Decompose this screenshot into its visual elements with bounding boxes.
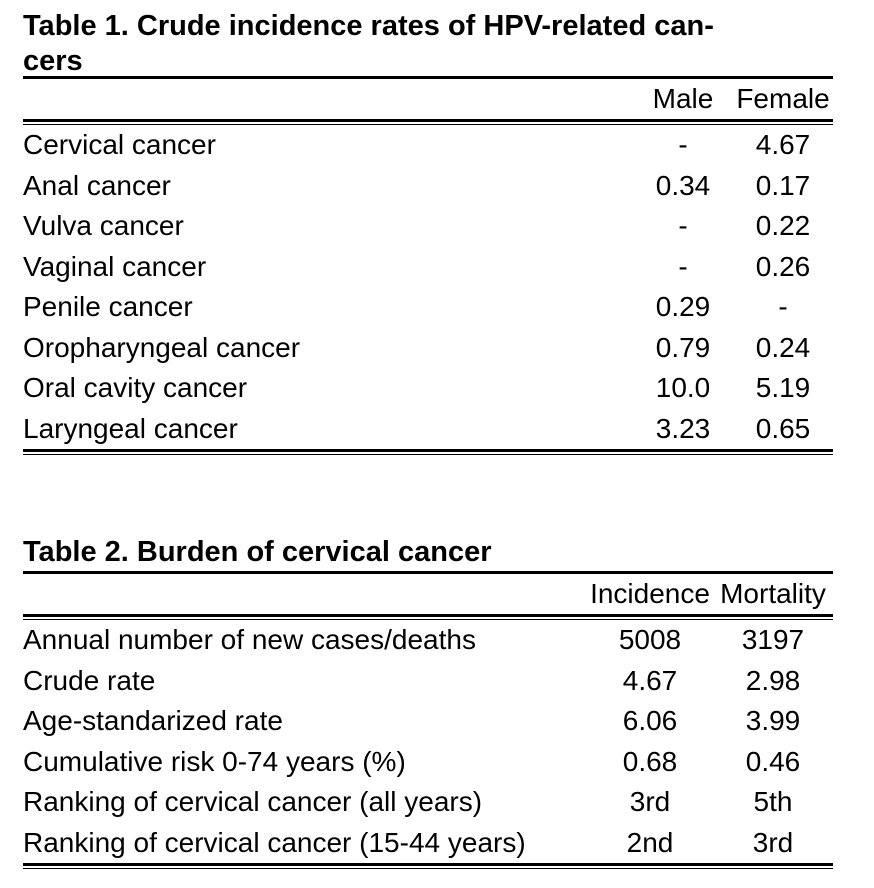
table-row: Oral cavity cancer 10.0 5.19 <box>23 368 833 409</box>
table-1-title-line-2: cers <box>23 45 83 77</box>
table-row: Age-standarized rate 6.06 3.99 <box>23 701 833 742</box>
table-2-title: Table 2. Burden of cervical cancer <box>23 536 492 568</box>
table-row: Oropharyngeal cancer 0.79 0.24 <box>23 328 833 369</box>
table-1-title: Table 1. Crude incidence rates of HPV-re… <box>23 6 833 76</box>
row-value: 5th <box>753 786 793 818</box>
row-label: Anal cancer <box>23 169 171 201</box>
table-1-grid: Male Female <box>23 79 833 119</box>
table-row: Cumulative risk 0-74 years (%) 0.68 0.46 <box>23 742 833 783</box>
table-row: Laryngeal cancer 3.23 0.65 <box>23 409 833 450</box>
row-value: 5008 <box>618 624 682 656</box>
row-label: Ranking of cervical cancer (15-44 years) <box>23 826 526 858</box>
table-2-bottom-rule <box>23 863 833 869</box>
row-label: Age-standarized rate <box>23 705 283 737</box>
row-value: 0.24 <box>755 331 811 363</box>
table-2-header-mortality: Mortality <box>720 578 826 609</box>
row-value: 0.34 <box>655 169 711 201</box>
table-row: Vulva cancer - 0.22 <box>23 206 833 247</box>
table-2-header-incidence: Incidence <box>590 578 710 609</box>
row-label: Annual number of new cases/deaths <box>23 624 476 656</box>
table-1-header-female: Female <box>736 83 830 114</box>
table-row: Ranking of cervical cancer (all years) 3r… <box>23 782 833 823</box>
row-label: Vaginal cancer <box>23 250 207 282</box>
row-value: 6.06 <box>622 705 678 737</box>
row-value: 0.17 <box>755 169 811 201</box>
table-2-grid: Incidence Mortality <box>23 574 833 614</box>
table-1-header-male: Male <box>652 83 714 114</box>
table-1-title-line-1: Table 1. Crude incidence rates of HPV-re… <box>23 10 714 42</box>
row-value: 3197 <box>741 624 805 656</box>
table-1-header-row: Male Female <box>23 79 833 119</box>
table-1-body: Cervical cancer - 4.67 Anal cancer 0.34 0.17 V… <box>23 125 833 449</box>
table-1: Table 1. Crude incidence rates of HPV-re… <box>23 6 833 455</box>
table-1-top-rule <box>23 76 833 79</box>
table-row: Annual number of new cases/deaths 5008 319… <box>23 620 833 661</box>
table-2-header-rule <box>23 614 833 620</box>
row-value: 0.79 <box>655 331 711 363</box>
row-value: 3rd <box>629 786 671 818</box>
row-label: Crude rate <box>23 664 156 696</box>
row-label: Penile cancer <box>23 291 193 323</box>
table-1-bottom-rule <box>23 449 833 455</box>
row-value: 0.26 <box>755 250 811 282</box>
table-row: Anal cancer 0.34 0.17 <box>23 166 833 207</box>
row-value: 4.67 <box>755 129 811 161</box>
row-label: Laryngeal cancer <box>23 412 238 444</box>
row-value: 2.98 <box>745 664 801 696</box>
row-value: 2nd <box>626 826 674 858</box>
table-row: Vaginal cancer - 0.26 <box>23 247 833 288</box>
row-value: - <box>678 250 688 282</box>
table-1-header-rule <box>23 119 833 125</box>
row-value: 0.46 <box>745 745 801 777</box>
row-value: 3.23 <box>655 412 711 444</box>
table-row: Cervical cancer - 4.67 <box>23 125 833 166</box>
table-1-header-cell <box>23 79 633 119</box>
row-label: Cervical cancer <box>23 129 216 161</box>
table-row: Crude rate 4.67 2.98 <box>23 661 833 702</box>
row-value: - <box>678 210 688 242</box>
row-value: 4.67 <box>622 664 678 696</box>
table-2-top-rule <box>23 571 833 574</box>
row-value: 0.65 <box>755 412 811 444</box>
table-row: Ranking of cervical cancer (15-44 years)… <box>23 823 833 864</box>
row-value: - <box>778 291 788 323</box>
row-value: 0.68 <box>622 745 678 777</box>
row-label: Vulva cancer <box>23 210 184 242</box>
row-value: 3rd <box>752 826 794 858</box>
row-value: - <box>678 129 688 161</box>
row-value: 0.22 <box>755 210 811 242</box>
row-label: Oral cavity cancer <box>23 372 248 404</box>
row-value: 5.19 <box>755 372 811 404</box>
row-value: 10.0 <box>655 372 711 404</box>
row-value: 0.29 <box>655 291 711 323</box>
table-2-header-cell <box>23 574 587 614</box>
row-value: 3.99 <box>745 705 801 737</box>
table-2-header-row: Incidence Mortality <box>23 574 833 614</box>
table-2-body: Annual number of new cases/deaths 5008 319… <box>23 620 833 863</box>
row-label: Oropharyngeal cancer <box>23 331 301 363</box>
table-2: Table 2. Burden of cervical cancer Incid… <box>23 533 833 869</box>
table-row: Penile cancer 0.29 - <box>23 287 833 328</box>
row-label: Ranking of cervical cancer (all years) <box>23 786 483 818</box>
row-label: Cumulative risk 0-74 years (%) <box>23 745 406 777</box>
